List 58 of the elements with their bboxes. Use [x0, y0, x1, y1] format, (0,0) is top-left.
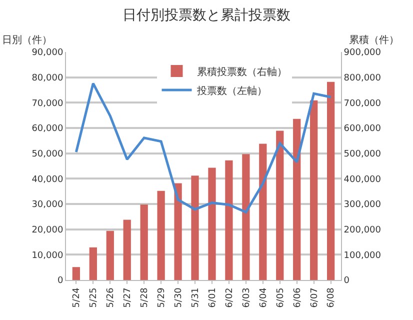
y-tick-label: 90,000 — [32, 48, 64, 58]
y-tick-label: 80,000 — [32, 73, 64, 84]
y-tick-label: 50,000 — [32, 149, 64, 160]
bar — [123, 220, 131, 280]
y-tick-label: 30,000 — [32, 200, 64, 210]
x-tick-label: 5/28 — [140, 287, 150, 308]
bar — [174, 183, 182, 280]
y2-tick-label: 900,000 — [344, 48, 382, 58]
legend-label: 投票数（左軸） — [196, 84, 267, 97]
bar — [225, 160, 233, 280]
bar — [242, 154, 250, 280]
x-tick-label: 5/24 — [72, 287, 82, 308]
y2-tick-label: 700,000 — [344, 98, 382, 109]
y-tick-label: 60,000 — [32, 124, 64, 134]
y2-tick-label: 200,000 — [344, 225, 382, 236]
x-tick-label: 5/27 — [123, 288, 134, 308]
y2-tick-label: 800,000 — [344, 73, 382, 84]
x-tick-label: 5/31 — [190, 288, 201, 308]
x-tick-label: 6/03 — [242, 288, 252, 308]
x-tick-label: 6/02 — [224, 288, 235, 308]
bar — [327, 82, 335, 280]
bar — [89, 247, 97, 280]
bar — [208, 168, 216, 280]
x-tick-label: 6/01 — [208, 288, 218, 308]
bar — [106, 230, 114, 280]
bar — [310, 100, 318, 280]
y2-tick-label: 100,000 — [344, 250, 382, 261]
y2-axis-title: 累積（件） — [349, 34, 399, 46]
bar — [72, 267, 80, 280]
y-tick-label: 0 — [57, 276, 64, 286]
x-tick-label: 6/05 — [276, 288, 286, 308]
legend-label: 累積投票数（右軸） — [196, 66, 287, 78]
y2-tick-label: 600,000 — [344, 124, 382, 134]
x-tick-label: 5/30 — [174, 287, 184, 308]
bar — [191, 176, 199, 280]
y-tick-label: 40,000 — [32, 174, 64, 185]
x-tick-label: 5/25 — [89, 288, 100, 308]
y-tick-label: 20,000 — [32, 225, 64, 236]
x-tick-label: 5/29 — [156, 287, 167, 308]
bar — [157, 190, 165, 280]
x-tick-label: 5/26 — [106, 287, 116, 308]
y-tick-label: 10,000 — [32, 250, 64, 261]
x-tick-label: 6/07 — [310, 288, 320, 308]
y-axis-title: 日別（件） — [2, 35, 52, 46]
bar — [140, 204, 148, 280]
x-tick-label: 6/04 — [258, 287, 269, 308]
bar — [259, 144, 267, 280]
bar — [293, 118, 301, 280]
x-tick-label: 6/06 — [292, 287, 303, 308]
y2-tick-label: 0 — [344, 276, 350, 286]
y2-tick-label: 300,000 — [344, 200, 382, 210]
bar — [276, 130, 284, 280]
x-tick-label: 6/08 — [326, 287, 337, 308]
y2-tick-label: 500,000 — [344, 149, 382, 160]
line-series — [74, 82, 332, 214]
chart-title: 日付別投票数と累計投票数 — [122, 7, 290, 24]
y-tick-label: 70,000 — [32, 98, 64, 109]
y2-tick-label: 400,000 — [344, 174, 382, 185]
